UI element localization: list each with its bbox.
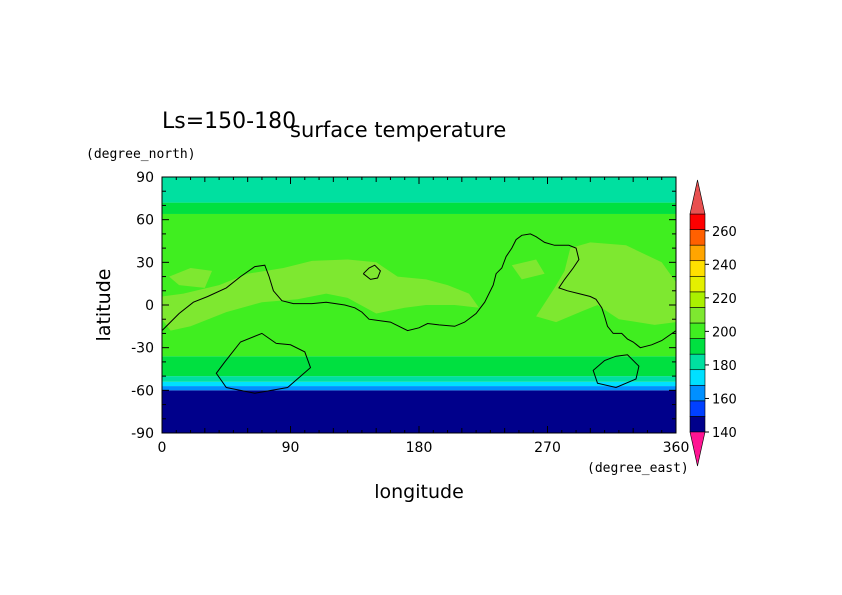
colorbar-segment-12: [689, 244, 706, 262]
colorbar-segment-10: [689, 275, 706, 293]
y-axis: 90 60 30 0 -30 -60 -90: [131, 170, 676, 442]
topography-contour-2: [215, 332, 312, 394]
x-tick-label: 270: [534, 440, 561, 456]
colorbar-tick-label: 260: [712, 225, 737, 240]
warm-region-3: [511, 259, 545, 280]
y-tick-label: 90: [136, 170, 154, 186]
colorbar-segment-13: [689, 229, 706, 246]
topography-contour-0: [162, 233, 676, 349]
colorbar-segment-5: [689, 353, 706, 371]
colorbar-segment-7: [689, 322, 706, 339]
temperature-band-6: [162, 202, 676, 214]
contour-lines: [162, 233, 676, 394]
y-tick-label: 30: [136, 255, 154, 271]
y-unit-label: (degree_north): [86, 147, 196, 162]
temperature-band-0: [162, 390, 676, 433]
colorbar-segment-9: [689, 291, 706, 308]
panel-label: Ls=150-180: [162, 109, 296, 134]
colorbar-extend-high: [689, 179, 706, 215]
heatmap-field: [162, 177, 676, 433]
y-tick-label: 60: [136, 213, 154, 229]
temperature-band-2: [162, 381, 676, 387]
y-tick-label: -90: [131, 426, 154, 442]
colorbar-segment-8: [689, 307, 706, 324]
colorbar-tick-label: 180: [712, 359, 737, 374]
colorbar: 140 160 180 200 220 240 260: [689, 179, 737, 467]
colorbar-tick-label: 160: [712, 392, 737, 407]
x-tick-label: 90: [282, 440, 300, 456]
y-tick-label: 0: [145, 298, 154, 314]
colorbar-tick-label: 240: [712, 258, 737, 273]
warm-region-2: [169, 268, 212, 288]
y-tick-label: -30: [131, 341, 154, 357]
x-axis: 0 90 180 270 360: [158, 177, 690, 456]
colorbar-segment-11: [689, 260, 706, 277]
x-tick-label: 0: [158, 440, 167, 456]
temperature-band-3: [162, 376, 676, 382]
x-unit-label: (degree_east): [587, 461, 689, 476]
x-axis-label: longitude: [374, 481, 464, 503]
topography-contour-3: [592, 354, 640, 389]
warm-region-1: [536, 242, 676, 325]
x-tick-label: 180: [406, 440, 433, 456]
colorbar-segment-2: [689, 400, 706, 417]
colorbar-segment-14: [689, 213, 706, 230]
colorbar-segment-1: [689, 416, 706, 433]
colorbar-segment-6: [689, 338, 706, 355]
temperature-band-4: [162, 356, 676, 377]
warm-region-0: [162, 259, 479, 331]
colorbar-segment-3: [689, 384, 706, 402]
colorbar-segment-4: [689, 369, 706, 386]
colorbar-tick-label: 200: [712, 325, 737, 340]
chart-title: surface temperature: [290, 118, 506, 142]
colorbar-tick-label: 140: [712, 426, 737, 441]
x-tick-label: 360: [663, 440, 690, 456]
topography-contour-1: [362, 264, 381, 280]
colorbar-extend-low: [689, 431, 706, 467]
colorbar-tick-label: 220: [712, 292, 737, 307]
y-axis-label: latitude: [93, 269, 115, 342]
y-tick-label: -60: [131, 383, 154, 399]
temperature-band-1: [162, 386, 676, 391]
